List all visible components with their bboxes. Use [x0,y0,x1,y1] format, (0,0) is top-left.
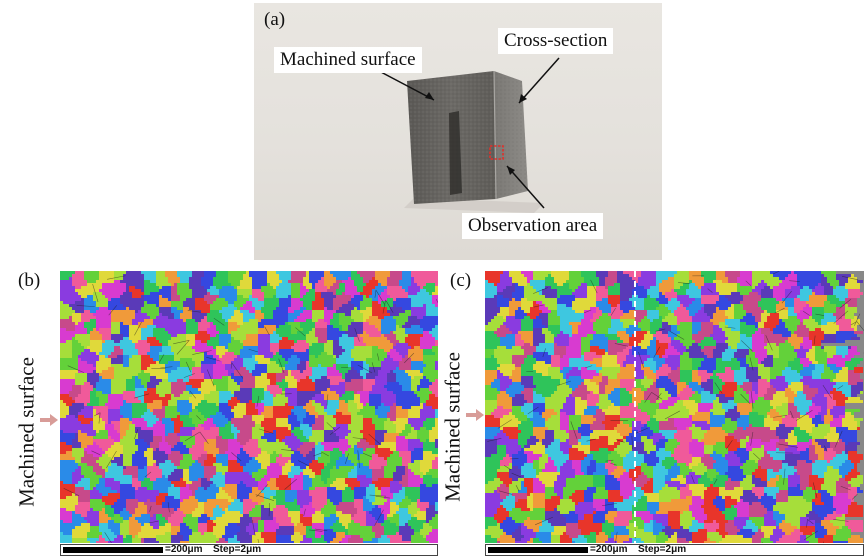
panel-c-machined-surface-label: Machined surface [440,352,465,502]
panel-c-label: (c) [450,270,472,291]
scale-bar-b: =200μm Step=2μm [60,544,438,556]
panel-a-label: (a) [264,9,286,30]
scale-bar-c: =200μm Step=2μm [485,544,864,556]
panel-b-surface-arrow-icon [40,414,58,426]
grain-map-c [485,271,864,543]
ebsd-map-c [485,271,864,543]
grain-map-b [60,271,438,543]
panel-b-label: (b) [18,270,41,291]
scale-bar-c-step: Step=2μm [638,544,687,555]
observation-marker [489,145,504,160]
ebsd-map-b [60,271,438,543]
sample-photo: (a) Machined surface Cross-section Obser… [254,3,662,260]
scale-bar-b-line [63,547,163,553]
panel-b-machined-surface-label: Machined surface [14,357,39,507]
panel-c-surface-arrow-icon [466,409,484,421]
machined-surface-callout: Machined surface [274,47,422,73]
observation-area-callout: Observation area [462,213,604,239]
cross-section-callout: Cross-section [498,28,614,54]
scale-bar-c-text: =200μm [590,544,628,555]
scale-bar-b-text: =200μm [165,544,203,555]
scale-bar-c-line [488,547,588,553]
scale-bar-b-step: Step=2μm [213,544,262,555]
sample-block-image [378,57,560,213]
